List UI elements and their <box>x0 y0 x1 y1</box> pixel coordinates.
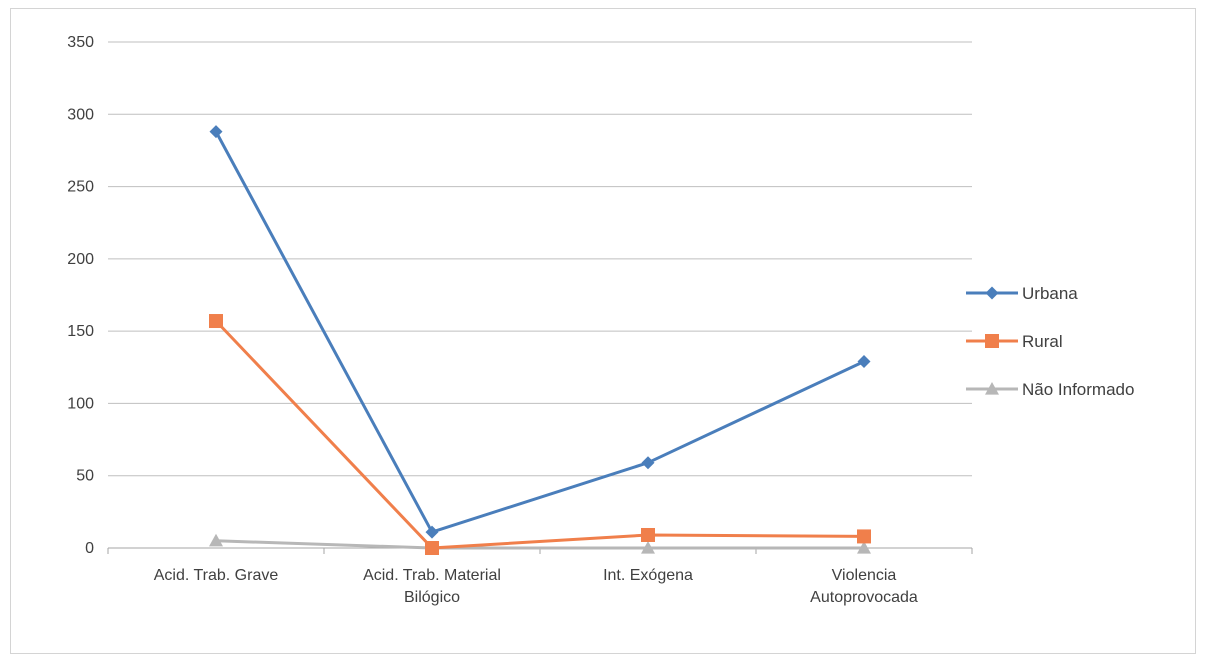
data-point <box>209 314 223 329</box>
series-urbana <box>209 125 871 539</box>
data-point <box>209 533 223 547</box>
data-point <box>425 525 439 539</box>
data-point <box>209 125 223 139</box>
gridlines <box>108 41 972 477</box>
y-tick-label: 200 <box>67 251 94 268</box>
legend-label: Não Informado <box>1022 380 1134 399</box>
legend-marker <box>985 334 999 348</box>
data-point <box>641 541 655 554</box>
x-tick-label: Int. Exógena <box>603 567 693 584</box>
y-tick-label: 50 <box>76 468 94 485</box>
x-tick-label: Acid. Trab. Material Bilógico <box>363 567 501 606</box>
series-line <box>215 539 864 550</box>
legend-label: Urbana <box>1022 284 1078 303</box>
legend-item: Não Informado <box>966 380 1134 399</box>
legend-marker <box>985 382 999 395</box>
legend-item: Urbana <box>966 284 1078 303</box>
y-tick-label: 350 <box>67 34 94 51</box>
series-rural <box>209 314 871 555</box>
data-point <box>857 529 871 544</box>
y-tick-label: 0 <box>85 540 94 557</box>
y-tick-label: 300 <box>67 106 94 123</box>
legend-label: Rural <box>1022 332 1063 351</box>
y-axis-ticks: 0 50 100 150 200 250 300 350 <box>67 34 94 557</box>
legend: Urbana Rural Não Informado <box>966 284 1134 399</box>
x-tick-label: Violencia Autoprovocada <box>810 567 918 606</box>
data-point <box>641 456 655 470</box>
y-tick-label: 100 <box>67 395 94 412</box>
series-line <box>214 130 865 534</box>
data-point <box>857 541 871 554</box>
series-line <box>214 319 865 550</box>
legend-marker <box>985 286 999 300</box>
data-point <box>641 527 655 542</box>
x-tick-label: Acid. Trab. Grave <box>154 567 279 584</box>
legend-item: Rural <box>966 332 1063 351</box>
data-point <box>857 355 871 369</box>
y-tick-label: 250 <box>67 179 94 196</box>
y-tick-label: 150 <box>67 323 94 340</box>
data-point <box>425 541 439 555</box>
x-axis-ticks: Acid. Trab. Grave Acid. Trab. Material Bil… <box>154 567 918 606</box>
